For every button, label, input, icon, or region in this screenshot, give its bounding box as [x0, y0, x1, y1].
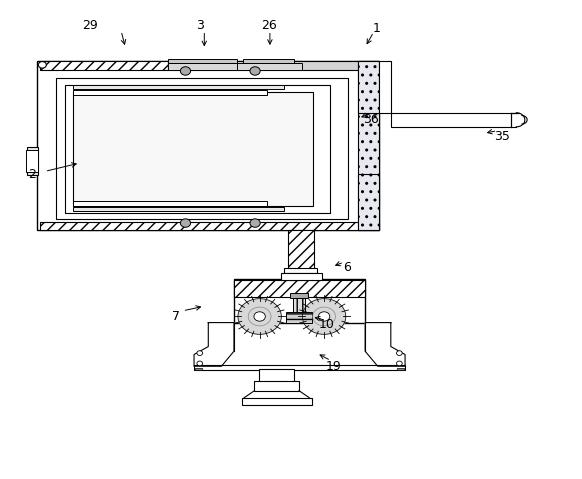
Circle shape	[197, 361, 203, 366]
Bar	[359, 174, 379, 230]
Bar	[286, 312, 311, 322]
Text: 3: 3	[196, 20, 204, 33]
Bar	[243, 59, 294, 64]
Text: 6: 6	[343, 261, 351, 274]
Polygon shape	[194, 322, 234, 366]
Circle shape	[250, 67, 260, 75]
Polygon shape	[238, 298, 281, 334]
Circle shape	[318, 312, 330, 321]
Bar	[194, 365, 405, 369]
Circle shape	[396, 361, 402, 366]
Bar	[242, 398, 311, 405]
Bar	[254, 381, 299, 391]
Circle shape	[197, 351, 203, 355]
Bar	[40, 222, 379, 230]
Bar	[281, 273, 322, 280]
Circle shape	[38, 62, 47, 68]
Bar	[397, 368, 404, 370]
Circle shape	[180, 67, 191, 75]
Bar	[234, 279, 365, 322]
Bar	[259, 369, 294, 383]
Bar	[237, 64, 303, 69]
Circle shape	[254, 312, 265, 321]
Bar	[379, 61, 391, 113]
Text: 1: 1	[372, 22, 381, 35]
Bar	[27, 148, 38, 175]
Circle shape	[396, 351, 402, 355]
Bar	[73, 206, 284, 211]
Bar	[73, 92, 313, 205]
Bar	[56, 78, 348, 219]
Bar	[65, 85, 330, 213]
Bar	[293, 298, 305, 319]
Bar	[195, 368, 202, 370]
Text: 26: 26	[261, 20, 277, 33]
Text: 7: 7	[172, 310, 180, 323]
Bar	[234, 280, 365, 297]
Bar	[168, 61, 379, 69]
Bar	[73, 201, 267, 205]
Bar	[40, 61, 168, 69]
Circle shape	[250, 219, 260, 228]
Bar	[391, 113, 510, 127]
Text: 36: 36	[363, 114, 379, 126]
Bar	[26, 150, 38, 172]
Bar	[288, 230, 314, 269]
Polygon shape	[303, 298, 346, 334]
Bar	[290, 293, 307, 298]
Polygon shape	[365, 322, 405, 366]
Bar	[73, 90, 267, 95]
Circle shape	[180, 219, 191, 228]
Bar	[359, 61, 379, 230]
Bar	[284, 268, 317, 274]
Bar	[359, 61, 379, 113]
Text: 10: 10	[319, 319, 335, 331]
Bar	[73, 85, 284, 89]
Text: 35: 35	[494, 130, 510, 143]
Bar	[168, 64, 274, 69]
Text: 29: 29	[83, 20, 98, 33]
Text: 19: 19	[326, 360, 342, 373]
Bar	[168, 59, 237, 64]
Text: 2: 2	[28, 168, 36, 181]
Bar	[37, 61, 379, 230]
